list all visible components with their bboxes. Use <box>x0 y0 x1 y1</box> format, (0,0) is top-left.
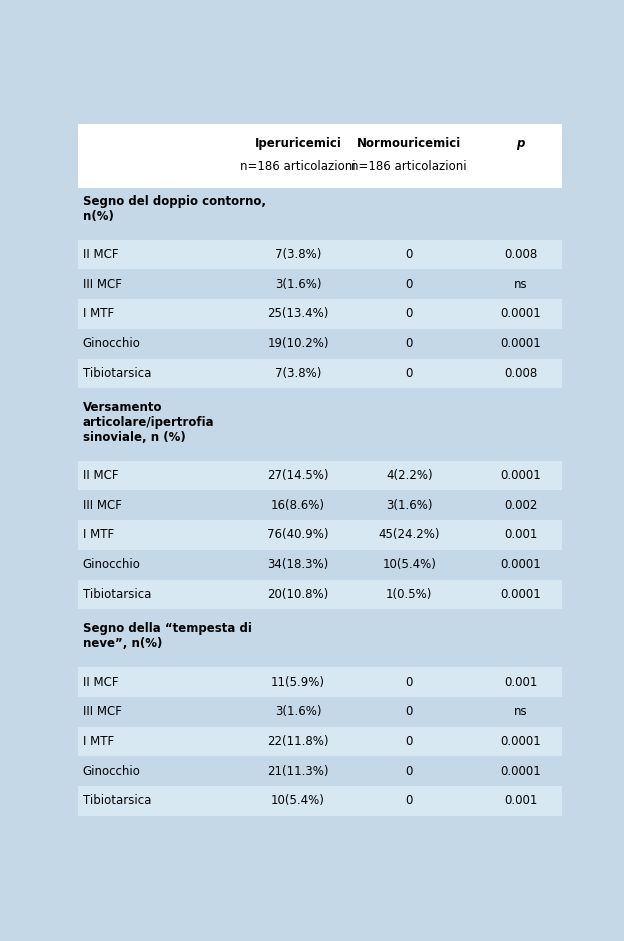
Text: 7(3.8%): 7(3.8%) <box>275 248 321 261</box>
Text: 21(11.3%): 21(11.3%) <box>267 765 329 777</box>
Text: III MCF: III MCF <box>83 705 122 718</box>
Text: Iperuricemici: Iperuricemici <box>255 136 341 150</box>
Text: 0.0001: 0.0001 <box>500 308 541 321</box>
Text: 1(0.5%): 1(0.5%) <box>386 588 432 601</box>
Text: 19(10.2%): 19(10.2%) <box>267 337 329 350</box>
Text: Ginocchio: Ginocchio <box>83 558 140 571</box>
Text: 0.0001: 0.0001 <box>500 765 541 777</box>
Text: 7(3.8%): 7(3.8%) <box>275 367 321 380</box>
Text: 0.001: 0.001 <box>504 529 537 541</box>
Text: 34(18.3%): 34(18.3%) <box>268 558 329 571</box>
Text: 25(13.4%): 25(13.4%) <box>267 308 329 321</box>
Text: 0: 0 <box>406 676 413 689</box>
Text: 0: 0 <box>406 248 413 261</box>
Text: 27(14.5%): 27(14.5%) <box>267 469 329 482</box>
FancyBboxPatch shape <box>78 299 562 328</box>
FancyBboxPatch shape <box>78 269 562 299</box>
FancyBboxPatch shape <box>78 786 562 816</box>
Text: Tibiotarsica: Tibiotarsica <box>83 588 151 601</box>
Text: Tibiotarsica: Tibiotarsica <box>83 794 151 807</box>
Text: 0.0001: 0.0001 <box>500 337 541 350</box>
FancyBboxPatch shape <box>78 188 562 190</box>
FancyBboxPatch shape <box>78 609 562 618</box>
Text: 0.001: 0.001 <box>504 794 537 807</box>
Text: II MCF: II MCF <box>83 676 119 689</box>
Text: 0: 0 <box>406 337 413 350</box>
Text: 76(40.9%): 76(40.9%) <box>267 529 329 541</box>
FancyBboxPatch shape <box>78 328 562 359</box>
Text: 3(1.6%): 3(1.6%) <box>386 499 432 512</box>
Text: 0.008: 0.008 <box>504 367 537 380</box>
FancyBboxPatch shape <box>78 618 562 660</box>
Text: n=186 articolazioni: n=186 articolazioni <box>351 160 467 173</box>
Text: I MTF: I MTF <box>83 529 114 541</box>
Text: 0.0001: 0.0001 <box>500 469 541 482</box>
FancyBboxPatch shape <box>78 490 562 520</box>
Text: 0: 0 <box>406 735 413 748</box>
Text: 0: 0 <box>406 794 413 807</box>
Text: 10(5.4%): 10(5.4%) <box>271 794 325 807</box>
FancyBboxPatch shape <box>78 697 562 726</box>
FancyBboxPatch shape <box>78 359 562 389</box>
Text: 22(11.8%): 22(11.8%) <box>267 735 329 748</box>
Text: 0.008: 0.008 <box>504 248 537 261</box>
Text: I MTF: I MTF <box>83 735 114 748</box>
FancyBboxPatch shape <box>78 667 562 697</box>
Text: 10(5.4%): 10(5.4%) <box>383 558 436 571</box>
Text: 20(10.8%): 20(10.8%) <box>268 588 329 601</box>
Text: 4(2.2%): 4(2.2%) <box>386 469 432 482</box>
Text: Normouricemici: Normouricemici <box>357 136 461 150</box>
Text: 0: 0 <box>406 367 413 380</box>
Text: p: p <box>516 136 525 150</box>
Text: Ginocchio: Ginocchio <box>83 765 140 777</box>
Text: 3(1.6%): 3(1.6%) <box>275 278 321 291</box>
Text: II MCF: II MCF <box>83 469 119 482</box>
FancyBboxPatch shape <box>78 726 562 757</box>
FancyBboxPatch shape <box>78 520 562 550</box>
Text: III MCF: III MCF <box>83 278 122 291</box>
Text: 0: 0 <box>406 765 413 777</box>
FancyBboxPatch shape <box>78 580 562 609</box>
FancyBboxPatch shape <box>78 240 562 269</box>
Text: ns: ns <box>514 278 527 291</box>
Text: Versamento
articolare/ipertrofia
sinoviale, n (%): Versamento articolare/ipertrofia sinovia… <box>83 401 215 444</box>
FancyBboxPatch shape <box>78 816 562 837</box>
Text: n=186 articolazioni: n=186 articolazioni <box>240 160 356 173</box>
Text: 0: 0 <box>406 278 413 291</box>
FancyBboxPatch shape <box>78 190 562 232</box>
Text: 0.0001: 0.0001 <box>500 735 541 748</box>
FancyBboxPatch shape <box>78 389 562 397</box>
FancyBboxPatch shape <box>78 461 562 490</box>
FancyBboxPatch shape <box>78 757 562 786</box>
Text: 11(5.9%): 11(5.9%) <box>271 676 325 689</box>
Text: Tibiotarsica: Tibiotarsica <box>83 367 151 380</box>
Text: 0.002: 0.002 <box>504 499 537 512</box>
Text: Ginocchio: Ginocchio <box>83 337 140 350</box>
Text: 45(24.2%): 45(24.2%) <box>379 529 440 541</box>
FancyBboxPatch shape <box>78 232 562 240</box>
Text: ns: ns <box>514 705 527 718</box>
Text: Segno della “tempesta di
neve”, n(%): Segno della “tempesta di neve”, n(%) <box>83 622 251 650</box>
Text: II MCF: II MCF <box>83 248 119 261</box>
FancyBboxPatch shape <box>78 124 562 190</box>
Text: 0: 0 <box>406 308 413 321</box>
Text: Segno del doppio contorno,
n(%): Segno del doppio contorno, n(%) <box>83 195 266 223</box>
FancyBboxPatch shape <box>78 550 562 580</box>
Text: 0: 0 <box>406 705 413 718</box>
Text: I MTF: I MTF <box>83 308 114 321</box>
FancyBboxPatch shape <box>78 397 562 454</box>
Text: 0.0001: 0.0001 <box>500 558 541 571</box>
Text: III MCF: III MCF <box>83 499 122 512</box>
FancyBboxPatch shape <box>78 454 562 461</box>
Text: 0.0001: 0.0001 <box>500 588 541 601</box>
Text: 16(8.6%): 16(8.6%) <box>271 499 325 512</box>
FancyBboxPatch shape <box>78 660 562 667</box>
Text: 3(1.6%): 3(1.6%) <box>275 705 321 718</box>
Text: 0.001: 0.001 <box>504 676 537 689</box>
